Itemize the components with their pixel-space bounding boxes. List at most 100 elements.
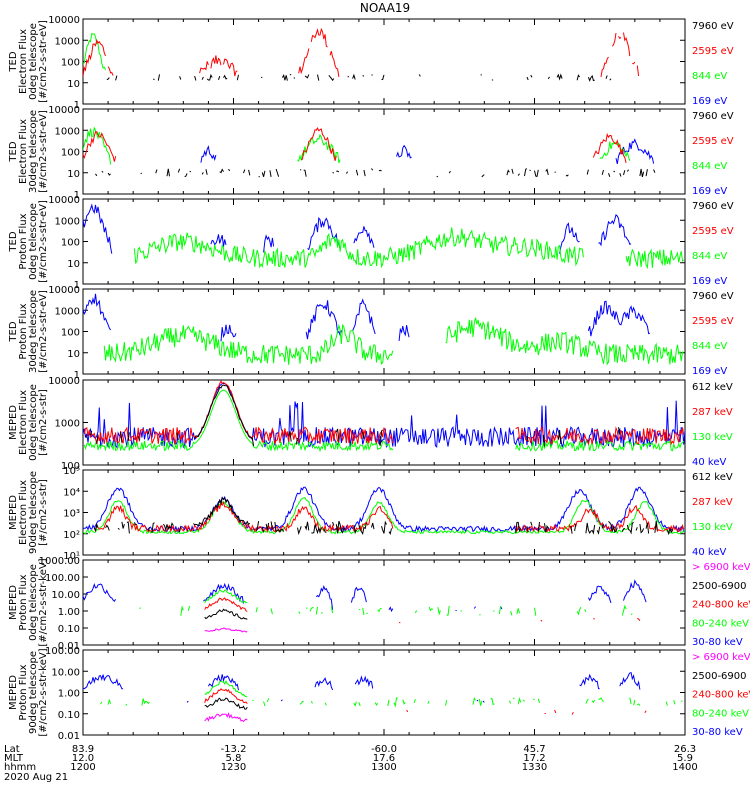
y-axis-label-line: [#/cm2-s-str-eV] <box>38 110 49 193</box>
y-axis-label-line: 30deg telescope <box>28 290 39 373</box>
x-tick-lat: 26.3 <box>674 744 696 755</box>
y-axis-label-line: [#/cm2-s-str-keV] <box>38 558 49 646</box>
x-tick-lat: -60.0 <box>371 744 397 755</box>
series-7960-ev <box>107 74 634 80</box>
panel-5: 10000 1000 100 MEPEDElectron Flux0deg teles… <box>8 376 733 472</box>
legend-entry: 844 eV <box>692 341 727 352</box>
series-40-kev <box>83 382 685 449</box>
y-axis-label-line: MEPED <box>8 675 19 710</box>
series-844-ev <box>133 227 684 269</box>
legend-entry: 130 keV <box>692 522 733 533</box>
y-tick-label: 1000.00 <box>39 556 80 567</box>
x-tick-mlt: 5.8 <box>226 753 242 764</box>
legend-entry: 2500-6900 <box>692 671 747 682</box>
plot-frame <box>82 198 686 285</box>
y-tick-label: 1000 <box>55 36 80 47</box>
series-240-800-kev <box>205 689 665 715</box>
x-tick-mlt: 12.0 <box>72 753 94 764</box>
y-axis-label-line: [#/cm2-s-str-eV] <box>38 290 49 373</box>
series-7960-ev <box>96 169 673 178</box>
legend-entry: 2595 eV <box>692 226 734 237</box>
y-axis-label: MEPEDElectron Flux90deg telescope[#/cm2-… <box>8 471 49 554</box>
panel-8: 100.00 10.00 1.00 0.10 0.01 MEPEDProton Flux9… <box>8 646 750 742</box>
legend-entry: 7960 eV <box>692 291 734 302</box>
x-row-label: Lat <box>4 744 20 755</box>
date-label: 2020 Aug 21 <box>4 772 68 783</box>
y-axis-label: TEDElectron Flux30deg telescope[#/cm2-s-… <box>8 110 49 193</box>
y-axis-label-line: Electron Flux <box>18 119 29 184</box>
legend-entry: > 6900 keV <box>692 652 750 663</box>
legend-entry: 2595 eV <box>692 316 734 327</box>
y-tick-label: 10000 <box>48 195 80 206</box>
series-287-kev <box>83 380 685 446</box>
y-tick-label: 10¹ <box>63 551 80 562</box>
y-tick-label: 100.00 <box>45 573 80 584</box>
plot-frame <box>82 288 686 375</box>
y-tick-label: 1000 <box>55 216 80 227</box>
legend-entry: 30-80 keV <box>692 637 743 648</box>
y-axis-label-line: Electron Flux <box>18 29 29 94</box>
plot-frame <box>82 559 686 646</box>
y-tick-label: 10⁵ <box>63 466 80 477</box>
y-tick-label: 100 <box>61 328 80 339</box>
y-axis-label-line: 0deg telescope <box>28 564 39 641</box>
y-tick-label: 10000 <box>48 376 80 387</box>
series-30-80-kev <box>83 581 669 611</box>
panel-2: 10000 1000 100 10 1 TEDElectron Flux30deg tel… <box>8 105 734 201</box>
panel-6: 10⁵ 10⁴ 10³ 10² 10¹ MEPEDElectron Flux90deg t… <box>8 466 733 562</box>
y-axis-label-line: [#/cm2-s-str] <box>38 479 49 546</box>
plot-frame <box>82 379 686 466</box>
y-tick-label: 10⁴ <box>63 487 80 498</box>
series--6900-kev <box>204 712 248 723</box>
legend-entry: 7960 eV <box>692 111 734 122</box>
y-axis-label-line: Electron Flux <box>18 480 29 545</box>
series-844-ev <box>83 32 107 71</box>
legend-entry: 844 eV <box>692 71 727 82</box>
y-axis-label: MEPEDElectron Flux0deg telescope[#/cm2-s… <box>8 384 49 461</box>
y-tick-label: 1.00 <box>58 607 80 618</box>
x-tick-time: 1330 <box>522 762 547 773</box>
x-tick-time: 1300 <box>371 762 396 773</box>
y-axis-label-line: [#/cm2-s-str-eV] <box>38 20 49 103</box>
y-axis-label-line: TED <box>8 321 19 342</box>
y-axis-label-line: MEPED <box>8 495 19 530</box>
legend-entry: 2595 eV <box>692 136 734 147</box>
legend-entry: 287 keV <box>692 497 733 508</box>
y-tick-label: 10³ <box>63 509 80 520</box>
panel-4: 10000 1000 100 10 1 TEDProton Flux30deg teles… <box>8 285 734 381</box>
legend-entry: 844 eV <box>692 161 727 172</box>
y-tick-label: 1 <box>74 280 80 291</box>
y-axis-label: MEPEDProton Flux90deg telescope[#/cm2-s-… <box>8 648 49 736</box>
y-tick-label: 1000 <box>55 419 80 430</box>
legend-entry: 130 keV <box>692 432 733 443</box>
y-axis-label-line: Electron Flux <box>18 390 29 455</box>
y-axis-label-line: 90deg telescope <box>28 471 39 554</box>
x-tick-time: 1200 <box>70 762 95 773</box>
x-tick-mlt: 17.6 <box>373 753 395 764</box>
legend-entry: > 6900 keV <box>692 562 750 573</box>
y-tick-label: 1000 <box>55 306 80 317</box>
x-tick-mlt: 5.9 <box>677 753 693 764</box>
plot-frame <box>82 18 686 105</box>
panel-3: 10000 1000 100 10 1 TEDProton Flux0deg telesc… <box>8 195 734 291</box>
legend-entry: 169 eV <box>692 366 727 377</box>
y-tick-label: 1 <box>74 190 80 201</box>
legend-entry: 7960 eV <box>692 201 734 212</box>
panel-1: 10000 1000 100 10 1 TEDElectron Flux0deg tele… <box>8 15 734 111</box>
y-tick-label: 100 <box>61 148 80 159</box>
series-2595-ev <box>83 127 627 164</box>
legend-entry: 2595 eV <box>692 46 734 57</box>
legend-entry: 30-80 keV <box>692 727 743 738</box>
legend-entry: 844 eV <box>692 251 727 262</box>
y-axis-label-line: 0deg telescope <box>28 384 39 461</box>
y-axis-label-line: 30deg telescope <box>28 110 39 193</box>
legend-entry: 287 keV <box>692 407 733 418</box>
y-axis-label-line: 90deg telescope <box>28 651 39 734</box>
figure-title: NOAA19 <box>360 1 410 15</box>
legend-entry: 240-800 keV <box>692 690 750 701</box>
series-844-ev <box>83 127 631 165</box>
series-169-ev <box>83 293 651 342</box>
